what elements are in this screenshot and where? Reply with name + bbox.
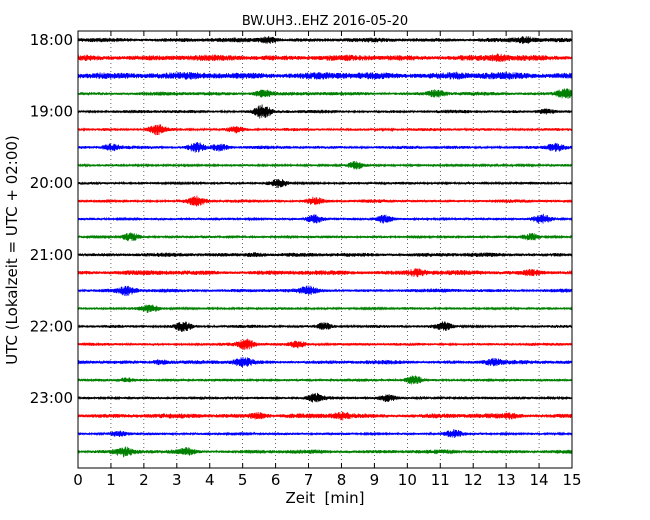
y-axis-label: UTC (Lokalzeit = UTC + 02:00) bbox=[3, 135, 21, 365]
x-tick-label: 12 bbox=[464, 471, 483, 489]
trace-2000 bbox=[77, 179, 573, 189]
x-tick-label: 6 bbox=[271, 471, 281, 489]
trace-2230 bbox=[77, 356, 573, 368]
trace-2330 bbox=[77, 429, 573, 439]
x-tick-label: 14 bbox=[530, 471, 549, 489]
trace-1800 bbox=[77, 35, 573, 44]
y-axis: 18:00 19:00 20:00 21:00 22:00 23:00 bbox=[30, 31, 572, 407]
x-tick-label: 10 bbox=[398, 471, 417, 489]
trace-2215 bbox=[77, 338, 573, 350]
plot-frame bbox=[77, 30, 573, 469]
trace-2115 bbox=[77, 268, 573, 278]
chart-title: BW.UH3..EHZ 2016-05-20 bbox=[242, 14, 408, 29]
trace-2315 bbox=[77, 411, 573, 421]
trace-1830 bbox=[77, 71, 573, 80]
x-tick-label: 13 bbox=[497, 471, 516, 489]
trace-1930 bbox=[77, 142, 573, 153]
vertical-grid bbox=[110, 31, 540, 468]
trace-2030 bbox=[77, 213, 573, 224]
trace-2045 bbox=[77, 232, 573, 242]
trace-2200 bbox=[77, 321, 573, 332]
y-tick-label: 19:00 bbox=[30, 103, 73, 121]
trace-1900 bbox=[77, 104, 573, 119]
trace-1845 bbox=[77, 88, 573, 99]
trace-1815 bbox=[77, 53, 573, 63]
y-tick-label: 20:00 bbox=[30, 174, 73, 192]
y-tick-label: 18:00 bbox=[30, 31, 73, 49]
y-tick-label: 21:00 bbox=[30, 246, 73, 264]
x-tick-label: 0 bbox=[73, 471, 83, 489]
trace-2300 bbox=[77, 392, 573, 403]
x-tick-label: 8 bbox=[337, 471, 347, 489]
trace-2245 bbox=[77, 375, 573, 385]
y-tick-label: 22:00 bbox=[30, 317, 73, 335]
seismic-traces bbox=[77, 35, 573, 458]
trace-2145 bbox=[77, 304, 573, 313]
x-tick-label: 9 bbox=[370, 471, 380, 489]
trace-2100 bbox=[77, 252, 573, 258]
x-tick-label: 15 bbox=[562, 471, 581, 489]
x-tick-label: 3 bbox=[172, 471, 182, 489]
x-tick-label: 11 bbox=[431, 471, 450, 489]
x-tick-label: 2 bbox=[139, 471, 149, 489]
trace-1915 bbox=[77, 124, 573, 136]
trace-2345 bbox=[77, 446, 573, 458]
x-tick-label: 1 bbox=[106, 471, 116, 489]
x-axis-label: Zeit [min] bbox=[285, 489, 364, 507]
y-tick-label: 23:00 bbox=[30, 389, 73, 407]
x-axis: 0 1 2 3 4 5 6 7 8 9 10 11 12 13 14 15 bbox=[73, 31, 582, 489]
x-tick-label: 5 bbox=[238, 471, 248, 489]
trace-2015 bbox=[77, 195, 573, 207]
x-tick-label: 7 bbox=[304, 471, 314, 489]
trace-1945 bbox=[77, 160, 573, 170]
trace-2130 bbox=[77, 285, 573, 297]
x-tick-label: 4 bbox=[205, 471, 215, 489]
